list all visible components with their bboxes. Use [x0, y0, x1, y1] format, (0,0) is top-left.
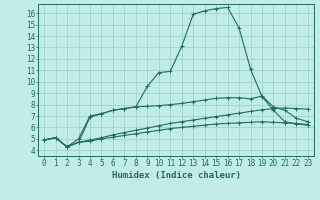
X-axis label: Humidex (Indice chaleur): Humidex (Indice chaleur): [111, 171, 241, 180]
